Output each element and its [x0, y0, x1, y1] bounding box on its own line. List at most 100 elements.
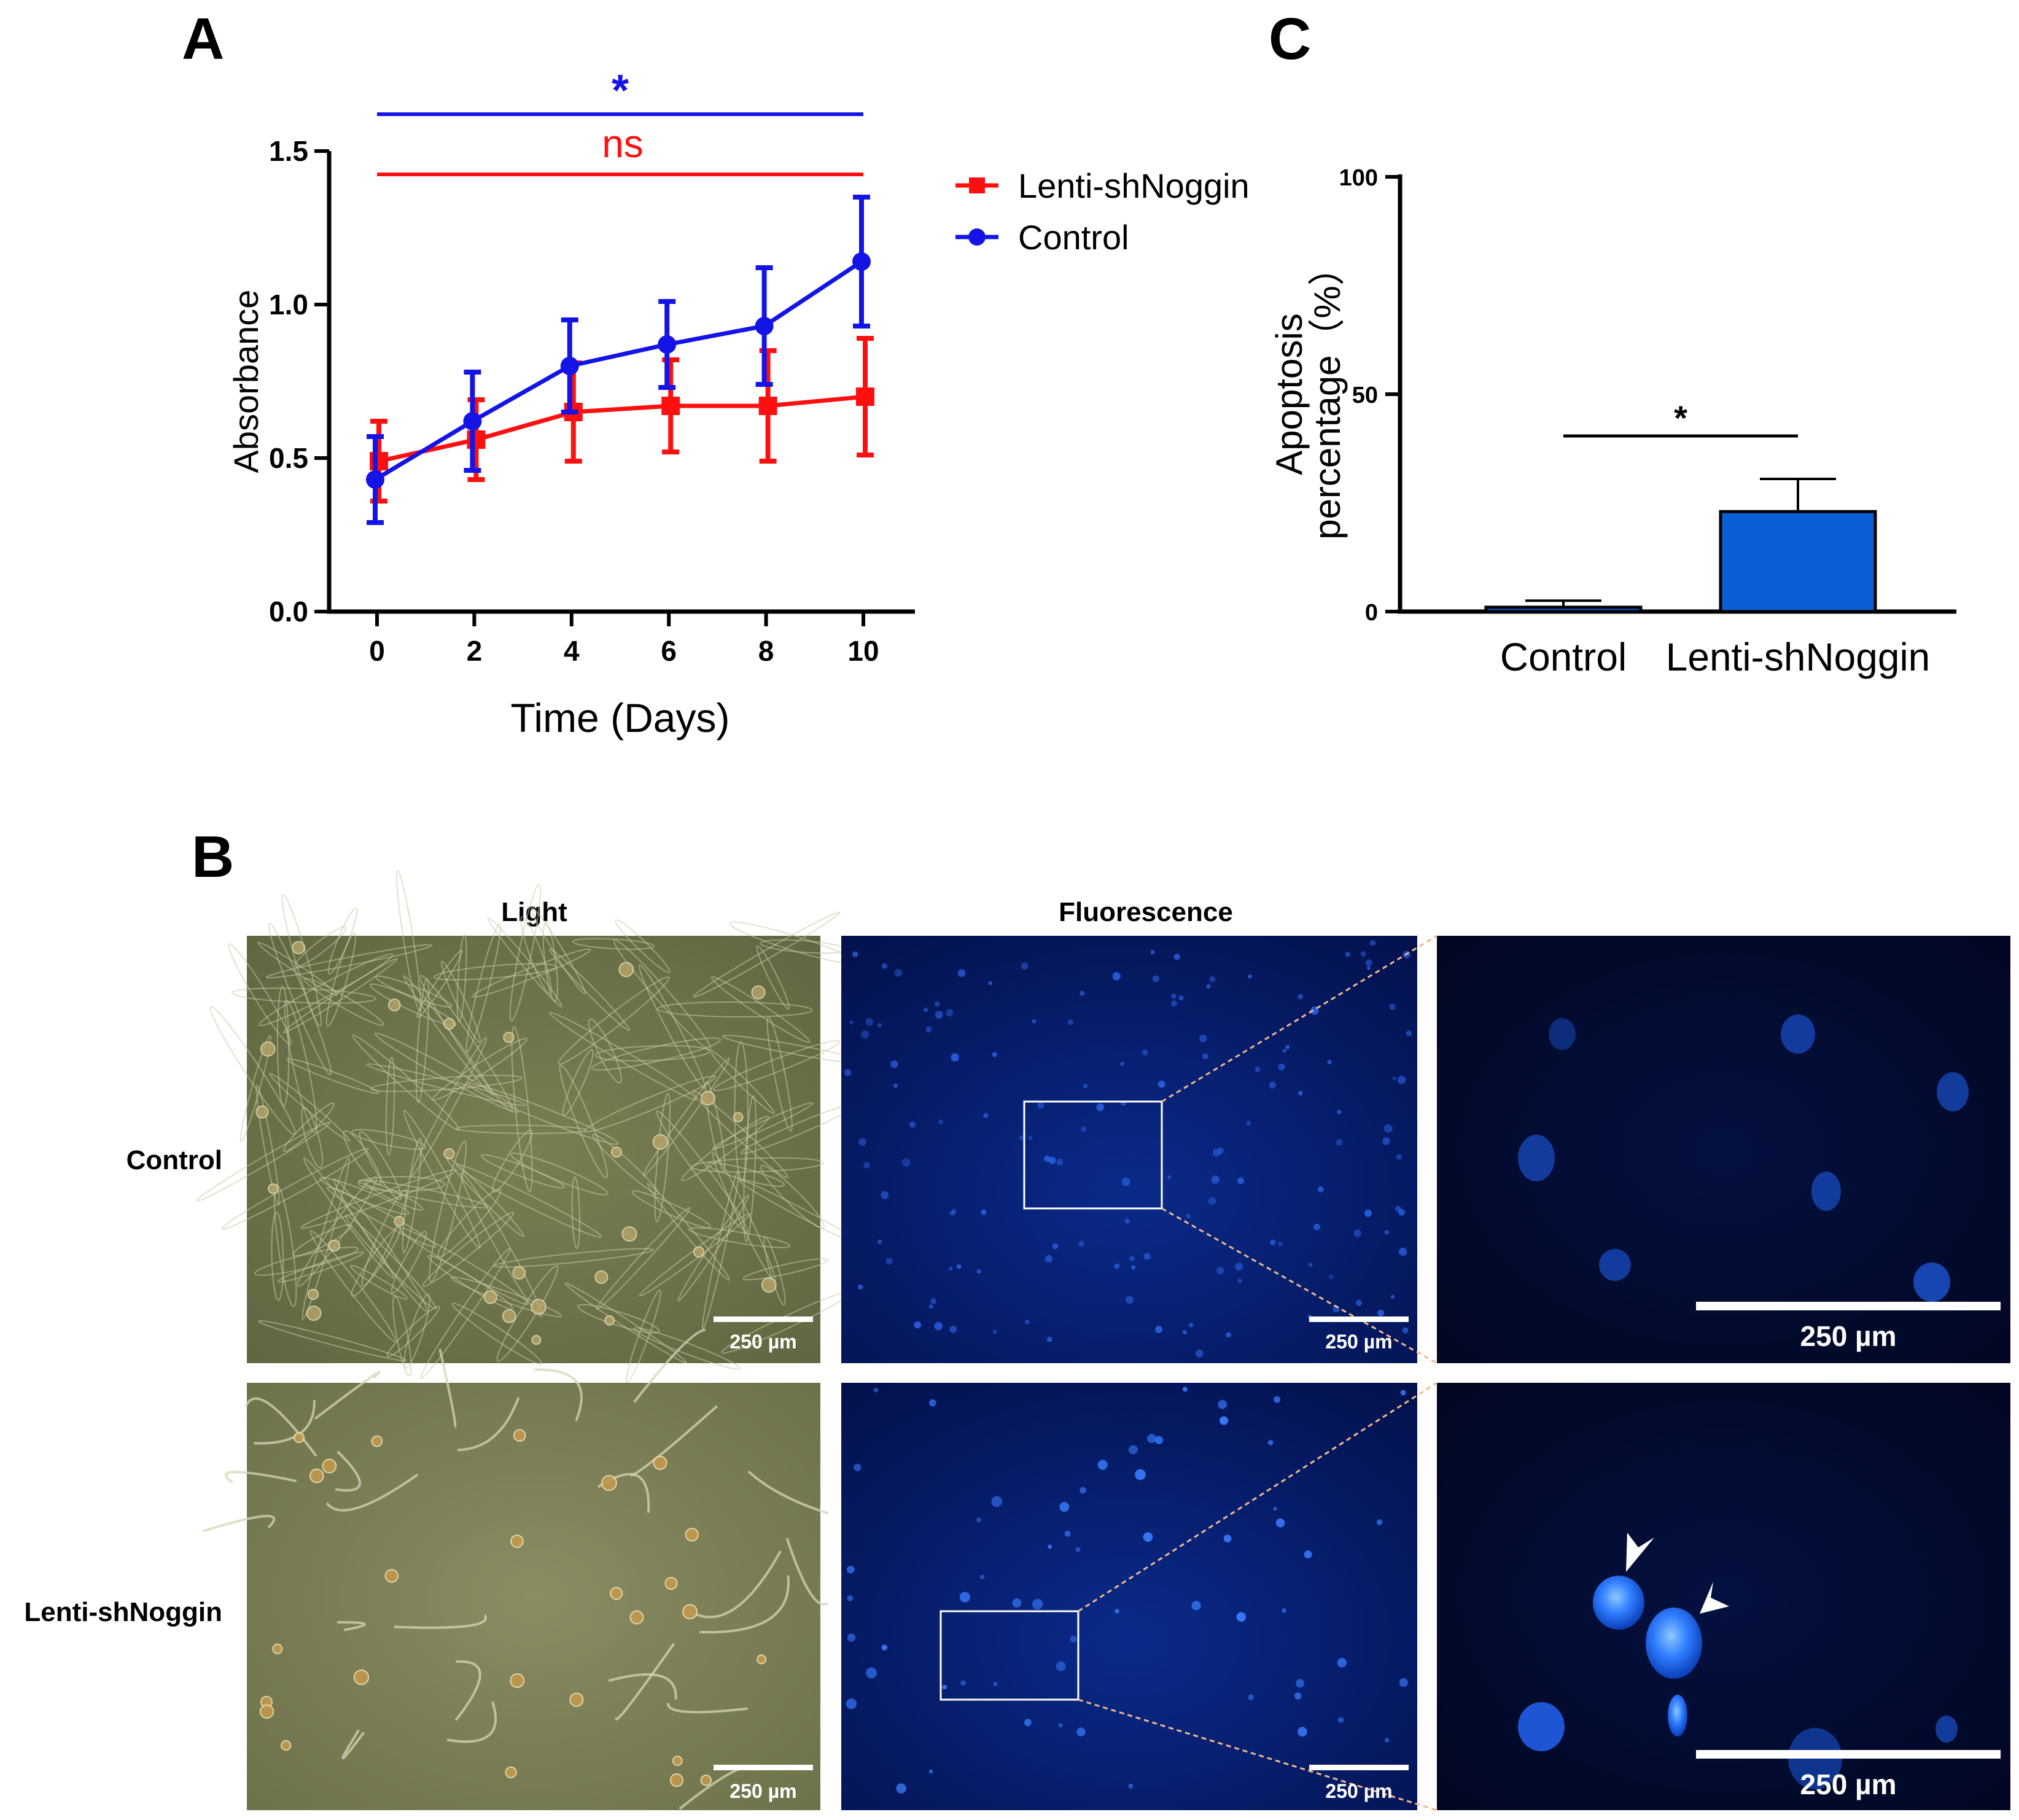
nucleus	[1395, 1205, 1401, 1212]
nucleus	[1037, 1102, 1045, 1109]
cell	[710, 976, 811, 1043]
cell	[572, 938, 655, 950]
cell-process	[314, 1371, 381, 1420]
cell	[509, 884, 541, 1022]
nucleus	[885, 1258, 893, 1265]
nucleus	[1114, 1263, 1120, 1269]
cell	[542, 922, 558, 1002]
cell-body	[510, 1673, 525, 1688]
line-chart: 0.0 0.5 1.0 1.5 0 2 4 6 8 10 Time (Days) Absorba…	[227, 66, 1250, 741]
cell	[300, 1169, 457, 1229]
nucleus	[1317, 1186, 1324, 1192]
nucleus	[1154, 1436, 1164, 1444]
nucleus	[847, 1565, 855, 1574]
cell	[415, 978, 430, 1103]
cell	[440, 960, 481, 1043]
legend: Lenti-shNoggin Control	[955, 166, 1250, 257]
nucleus	[877, 1239, 882, 1244]
nucleus	[950, 1210, 955, 1216]
nucleus	[865, 1017, 874, 1026]
cell	[455, 1164, 602, 1238]
cell	[410, 1036, 488, 1177]
data-point	[755, 317, 774, 335]
nucleus	[1024, 1719, 1032, 1727]
cell-body	[281, 1740, 292, 1751]
cell	[760, 1165, 825, 1229]
cell	[763, 1236, 786, 1306]
cell-body	[664, 1577, 678, 1590]
cell	[359, 1131, 402, 1200]
nucleus	[1313, 1223, 1320, 1231]
cell-body	[610, 1587, 623, 1600]
cell	[344, 1215, 437, 1310]
cell	[588, 1018, 622, 1084]
y-axis-label: Absorbance	[227, 290, 265, 473]
cell	[357, 1176, 446, 1192]
data-point	[366, 470, 384, 489]
scale-bar-control-zoom: 250 µm	[1696, 1302, 2001, 1352]
cell	[303, 1157, 394, 1279]
nucleus	[988, 981, 992, 986]
nucleus	[1096, 1103, 1104, 1111]
cell	[571, 1176, 580, 1250]
nucleus	[1364, 1209, 1372, 1217]
nucleus	[1217, 1147, 1224, 1154]
cell	[591, 1037, 722, 1071]
nucleus	[1549, 1018, 1576, 1050]
cell	[510, 1153, 609, 1196]
nucleus	[1337, 1110, 1342, 1114]
nucleus	[1170, 994, 1177, 1000]
nucleus	[894, 969, 903, 977]
cell-process	[394, 1614, 487, 1629]
nuclei-control	[844, 939, 1412, 1358]
nucleus	[1218, 1400, 1227, 1409]
cell-body	[394, 1216, 405, 1227]
nucleus	[1518, 1135, 1555, 1181]
nucleus	[1518, 1702, 1565, 1751]
nucleus	[1056, 1661, 1066, 1671]
cell-process	[438, 1348, 457, 1429]
nucleus	[1377, 1310, 1385, 1316]
nucleus	[946, 1009, 954, 1017]
cell	[456, 933, 467, 1022]
nucleus	[1297, 994, 1304, 1000]
y-ticks: 0.0 0.5 1.0 1.5	[269, 135, 329, 628]
cell	[391, 1231, 427, 1294]
cell-body	[483, 1290, 497, 1304]
scale-bar-control-light: 250 µm	[714, 1316, 813, 1353]
cell-process	[694, 1550, 782, 1619]
nucleus	[1142, 1049, 1148, 1056]
nucleus	[928, 1304, 933, 1309]
arrowhead-icon	[1626, 1533, 1654, 1572]
nucleus	[1237, 1177, 1244, 1184]
cell-texture-control	[196, 870, 869, 1383]
nucleus	[1195, 1349, 1204, 1358]
nucleus	[1058, 1723, 1063, 1728]
nucleus	[1129, 1256, 1135, 1261]
cell	[221, 1148, 369, 1230]
cell-process	[335, 1450, 361, 1492]
nucleus	[1112, 972, 1121, 981]
nucleus	[1267, 1440, 1274, 1445]
nucleus	[1188, 1323, 1194, 1328]
cell-process	[454, 1660, 481, 1721]
cell	[403, 1293, 430, 1369]
cell	[358, 1179, 488, 1208]
nucleus	[866, 1667, 877, 1679]
legend-label-control: Control	[1018, 218, 1129, 257]
nucleus	[1056, 1159, 1064, 1165]
cell	[257, 1320, 407, 1362]
cell	[465, 923, 501, 1053]
cell	[596, 1207, 691, 1310]
cell	[584, 1075, 717, 1133]
scale-bar-lenti-zoom: 250 µm	[1696, 1750, 2001, 1800]
cell	[657, 1001, 813, 1018]
nucleus	[1178, 995, 1184, 1001]
cell	[402, 1138, 422, 1254]
nucleus	[1329, 1274, 1333, 1279]
cell	[613, 939, 712, 1051]
cell-process	[615, 1643, 675, 1721]
nucleus	[854, 1463, 862, 1471]
nucleus	[873, 1388, 879, 1393]
